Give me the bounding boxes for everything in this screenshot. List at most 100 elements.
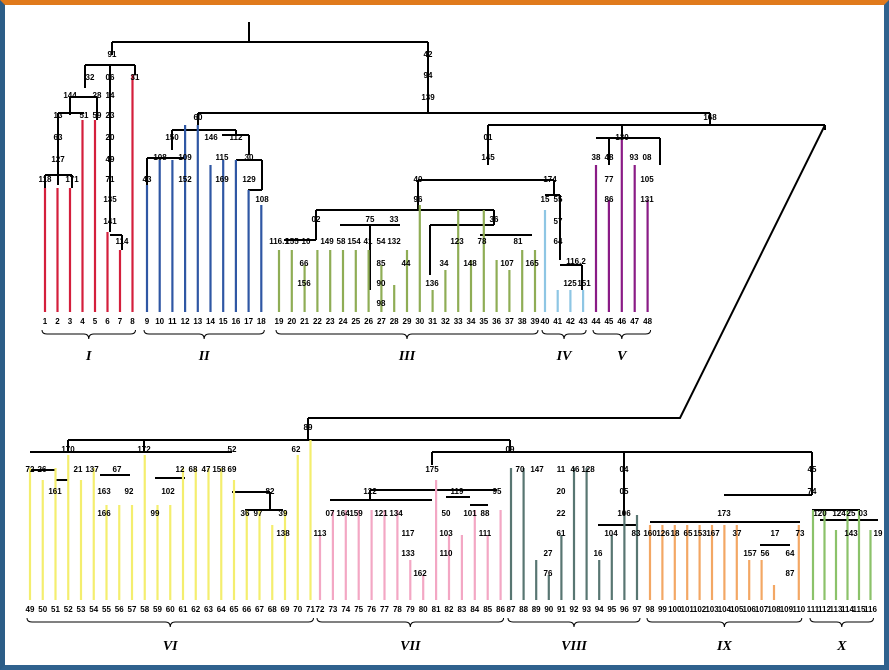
leaf-label-100: 100 [668,605,682,614]
node-label-158: 17 [771,529,780,538]
node-label-17: 49 [106,155,115,164]
leaf-label-42: 42 [566,317,575,326]
leaf-label-63: 63 [204,605,213,614]
node-label-161: 64 [786,549,795,558]
leaf-label-48: 48 [643,317,652,326]
node-label-156: 167 [706,529,720,538]
node-label-131: 111 [479,529,492,538]
leaf-label-58: 58 [140,605,149,614]
node-label-36: 129 [242,175,256,184]
node-label-43: 75 [366,215,375,224]
node-label-116: 164 [336,509,350,518]
leaf-label-115: 115 [853,605,866,614]
node-label-10: 13 [54,111,63,120]
leaf-label-16: 16 [231,317,240,326]
leaf-label-110: 110 [792,605,805,614]
node-label-67: 136 [425,279,439,288]
node-label-51: 154 [347,237,361,246]
node-label-87: 170 [61,445,75,454]
leaf-label-57: 57 [128,605,137,614]
node-label-147: 76 [544,569,553,578]
node-label-80: 93 [630,153,639,162]
brace-II [143,329,265,340]
leaf-label-35: 35 [479,317,488,326]
node-label-7: 144 [63,91,77,100]
node-label-70: 15 [541,195,550,204]
node-label-130: 88 [481,509,490,518]
node-label-133: 147 [530,465,544,474]
leaf-label-14: 14 [206,317,215,326]
node-label-19: 171 [65,175,79,184]
leaf-label-55: 55 [102,605,111,614]
node-label-132: 70 [516,465,525,474]
leaf-label-12: 12 [181,317,190,326]
leaf-label-114: 114 [841,605,854,614]
node-label-110: 97 [254,509,263,518]
node-label-26: 150 [165,133,179,142]
node-label-6: 31 [131,73,140,82]
leaf-label-9: 9 [145,317,150,326]
leaf-label-112: 112 [818,605,831,614]
node-label-35: 169 [215,175,229,184]
leaf-label-76: 76 [367,605,376,614]
leaf-label-6: 6 [105,317,110,326]
node-label-58: 66 [300,259,309,268]
node-label-96: 67 [113,465,122,474]
node-label-13: 23 [106,111,115,120]
node-label-55: 123 [450,237,464,246]
leaf-label-4: 4 [80,317,85,326]
node-label-22: 141 [103,217,117,226]
node-label-41: 96 [414,195,423,204]
node-label-21: 135 [103,195,117,204]
leaf-label-1: 1 [43,317,48,326]
node-label-15: 20 [106,133,115,142]
node-label-103: 163 [97,487,111,496]
leaf-label-94: 94 [595,605,604,614]
leaf-label-109: 109 [780,605,794,614]
leaf-label-11: 11 [168,317,177,326]
group-label-X: X [836,639,847,654]
leaf-label-82: 82 [445,605,454,614]
brace-I [41,329,136,340]
node-label-109: 36 [241,509,250,518]
leaf-label-89: 89 [532,605,541,614]
brace-V [592,329,652,340]
node-label-48: 10 [302,237,311,246]
node-label-84: 105 [640,175,654,184]
node-label-150: 74 [808,487,817,496]
node-label-45: 36 [490,215,499,224]
leaf-label-106: 106 [743,605,757,614]
leaf-label-45: 45 [604,317,613,326]
node-label-162: 87 [786,569,795,578]
node-label-157: 37 [733,529,742,538]
leaf-label-21: 21 [300,317,309,326]
tree-lines [30,22,878,546]
node-label-153: 18 [671,529,680,538]
node-label-30: 109 [178,153,192,162]
leaf-label-27: 27 [377,317,386,326]
leaf-label-54: 54 [89,605,98,614]
leaf-label-25: 25 [351,317,360,326]
node-label-160: 56 [761,549,770,558]
node-label-107: 99 [151,509,160,518]
node-label-164: 120 [813,509,827,518]
node-label-89: 52 [228,445,237,454]
leaf-label-3: 3 [68,317,73,326]
node-label-152: 126 [656,529,670,538]
node-label-99: 47 [202,465,211,474]
leaf-label-10: 10 [155,317,164,326]
node-label-3: 139 [421,93,435,102]
group-labels: I II III IV VVI VII VIII IX X [85,349,847,654]
node-label-34: 152 [178,175,192,184]
node-label-61: 44 [402,259,411,268]
brace-VI [26,617,314,628]
leaf-label-46: 46 [617,317,626,326]
leaf-label-39: 39 [531,317,540,326]
leaf-label-44: 44 [592,317,601,326]
leaf-label-23: 23 [326,317,335,326]
node-label-81: 08 [643,153,652,162]
node-label-165: 124 [832,509,846,518]
leaf-label-90: 90 [544,605,553,614]
leaf-label-15: 15 [219,317,228,326]
leaf-label-28: 28 [390,317,399,326]
